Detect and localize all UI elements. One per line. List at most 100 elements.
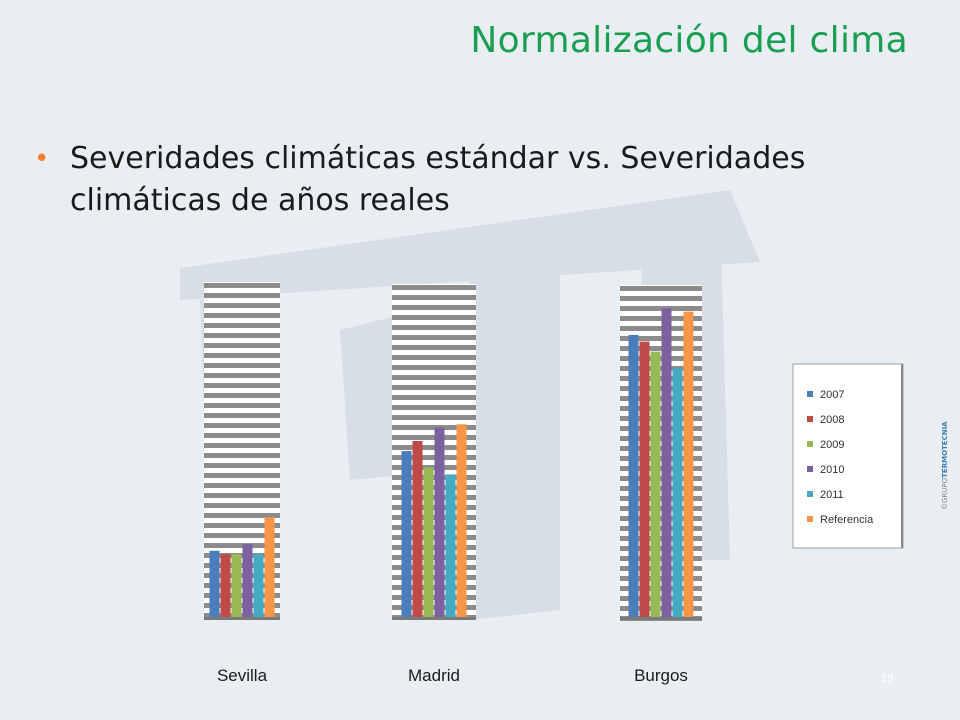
gridline-stripe <box>620 336 702 341</box>
bar-sevilla-2010 <box>242 544 253 618</box>
gridline-stripe <box>620 386 702 391</box>
gridline-stripe <box>620 496 702 501</box>
gridline-stripe <box>620 416 702 421</box>
gridline-stripe <box>392 425 476 430</box>
gridline-stripe <box>204 463 280 468</box>
category-label-burgos: Burgos <box>634 666 688 685</box>
gridline-stripe <box>620 586 702 591</box>
gridline-stripe <box>392 595 476 600</box>
gridline-stripe <box>204 593 280 598</box>
gridline-stripe <box>392 435 476 440</box>
legend-swatch-referencia <box>807 516 813 522</box>
gridline-stripe <box>392 495 476 500</box>
bar-burgos-referencia <box>683 311 694 618</box>
bar-sevilla-2009 <box>231 554 242 618</box>
gridline-stripe <box>392 335 476 340</box>
gridline-stripe <box>620 576 702 581</box>
gridline-stripe <box>620 306 702 311</box>
brand-name: TERMOTECNIA <box>941 421 949 478</box>
gridline-stripe <box>620 536 702 541</box>
legend-swatch-2007 <box>807 391 813 397</box>
slide-title: Normalización del clima <box>470 20 908 61</box>
gridline-stripe <box>620 366 702 371</box>
x-axis-line <box>620 617 702 620</box>
legend-label-referencia: Referencia <box>820 514 874 526</box>
legend-border-shadow <box>901 364 903 548</box>
legend-label-2010: 2010 <box>820 464 844 476</box>
gridline-stripe <box>620 546 702 551</box>
legend-swatch-2010 <box>807 466 813 472</box>
gridline-stripe <box>392 525 476 530</box>
gridline-stripe <box>204 523 280 528</box>
gridline-stripe <box>392 575 476 580</box>
gridline-stripe <box>392 405 476 410</box>
gridline-stripe <box>204 553 280 558</box>
legend-swatch-2011 <box>807 491 813 497</box>
gridline-stripe <box>204 503 280 508</box>
bar-sevilla-referencia <box>264 517 275 618</box>
gridline-stripe <box>392 415 476 420</box>
gridline-stripe <box>204 393 280 398</box>
gridline-stripe <box>620 506 702 511</box>
gridline-stripe <box>204 333 280 338</box>
gridline-stripe <box>392 485 476 490</box>
gridline-stripe <box>392 365 476 370</box>
gridline-stripe <box>204 453 280 458</box>
gridline-stripe <box>620 436 702 441</box>
x-axis-line <box>392 617 476 620</box>
gridline-stripe <box>204 383 280 388</box>
gridline-stripe <box>620 556 702 561</box>
x-axis-line <box>204 617 280 620</box>
gridline-stripe <box>204 583 280 588</box>
gridline-stripe <box>392 515 476 520</box>
gridline-stripe <box>620 516 702 521</box>
gridline-stripe <box>620 456 702 461</box>
bar-sevilla-2008 <box>220 554 231 618</box>
gridline-stripe <box>620 316 702 321</box>
bar-burgos-2009 <box>650 351 661 618</box>
bar-madrid-2008 <box>412 440 423 618</box>
gridline-stripe <box>620 296 702 301</box>
legend-label-2008: 2008 <box>820 414 844 426</box>
gridline-stripe <box>620 486 702 491</box>
bar-sevilla-2011 <box>253 554 264 618</box>
page-number: 39 <box>880 672 894 685</box>
gridline-stripe <box>392 455 476 460</box>
gridline-stripe <box>620 596 702 601</box>
bar-madrid-referencia <box>456 424 467 618</box>
category-label-madrid: Madrid <box>408 666 460 685</box>
gridline-stripe <box>620 476 702 481</box>
gridline-stripe <box>620 426 702 431</box>
legend-swatch-2009 <box>807 441 813 447</box>
gridline-stripe <box>204 293 280 298</box>
gridline-stripe <box>620 396 702 401</box>
legend-label-2011: 2011 <box>820 489 844 501</box>
gridline-stripe <box>392 325 476 330</box>
bar-madrid-2010 <box>434 427 445 618</box>
gridline-stripe <box>204 303 280 308</box>
gridline-stripe <box>392 305 476 310</box>
gridline-stripe <box>204 313 280 318</box>
gridline-stripe <box>204 603 280 608</box>
bar-burgos-2010 <box>661 308 672 618</box>
brand-prefix: ©GRUPO <box>941 477 949 510</box>
gridline-stripe <box>392 395 476 400</box>
gridline-stripe <box>204 353 280 358</box>
gridline-stripe <box>620 286 702 291</box>
gridline-stripe <box>392 285 476 290</box>
legend-swatch-2008 <box>807 416 813 422</box>
bar-burgos-2008 <box>639 341 650 618</box>
legend-label-2009: 2009 <box>820 439 844 451</box>
gridline-stripe <box>392 375 476 380</box>
gridline-stripe <box>620 566 702 571</box>
gridline-stripe <box>620 406 702 411</box>
gridline-stripe <box>620 376 702 381</box>
gridline-stripe <box>392 475 476 480</box>
gridline-stripe <box>204 343 280 348</box>
gridline-stripe <box>392 355 476 360</box>
gridline-stripe <box>204 563 280 568</box>
gridline-stripe <box>204 423 280 428</box>
gridline-stripe <box>204 513 280 518</box>
gridline-stripe <box>620 346 702 351</box>
gridline-stripe <box>204 433 280 438</box>
